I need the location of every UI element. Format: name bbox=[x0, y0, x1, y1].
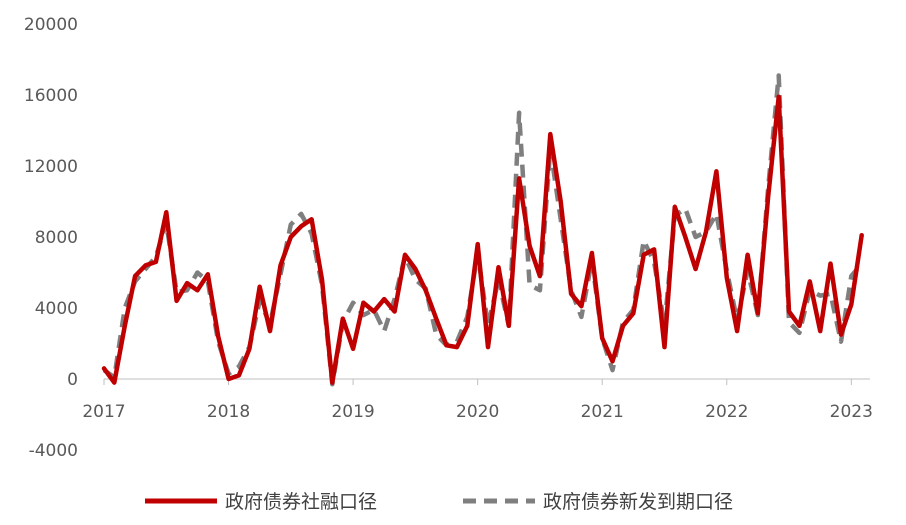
legend-label-solid: 政府债券社融口径 bbox=[225, 491, 377, 513]
y-tick-label: 8000 bbox=[35, 228, 78, 248]
y-tick-label: -4000 bbox=[29, 441, 78, 461]
x-axis-tick-labels: 2017 2018 2019 2020 2021 2022 2023 bbox=[82, 402, 873, 422]
y-tick-label: 16000 bbox=[24, 86, 78, 106]
series-line-solid bbox=[101, 94, 864, 385]
y-tick-label: 20000 bbox=[24, 15, 78, 35]
x-tick-label: 2022 bbox=[705, 402, 748, 422]
y-tick-label: 12000 bbox=[24, 157, 78, 177]
x-tick-label: 2019 bbox=[331, 402, 374, 422]
x-tick-label: 2021 bbox=[581, 402, 624, 422]
y-axis-tick-labels: -4000 0 4000 8000 12000 16000 20000 bbox=[24, 15, 78, 461]
y-tick-label: 0 bbox=[67, 370, 78, 390]
x-tick-label: 2023 bbox=[830, 402, 873, 422]
legend-item-dashed: 政府债券新发到期口径 bbox=[463, 491, 733, 513]
x-tick-label: 2018 bbox=[207, 402, 250, 422]
x-tick-label: 2017 bbox=[82, 402, 125, 422]
legend-label-dashed: 政府债券新发到期口径 bbox=[543, 491, 733, 513]
legend: 政府债券社融口径 政府债券新发到期口径 bbox=[145, 491, 733, 513]
y-tick-label: 4000 bbox=[35, 299, 78, 319]
x-axis-tick-marks bbox=[103, 379, 852, 385]
legend-item-solid: 政府债券社融口径 bbox=[145, 491, 377, 513]
x-tick-label: 2020 bbox=[456, 402, 499, 422]
series-lines bbox=[101, 73, 864, 387]
